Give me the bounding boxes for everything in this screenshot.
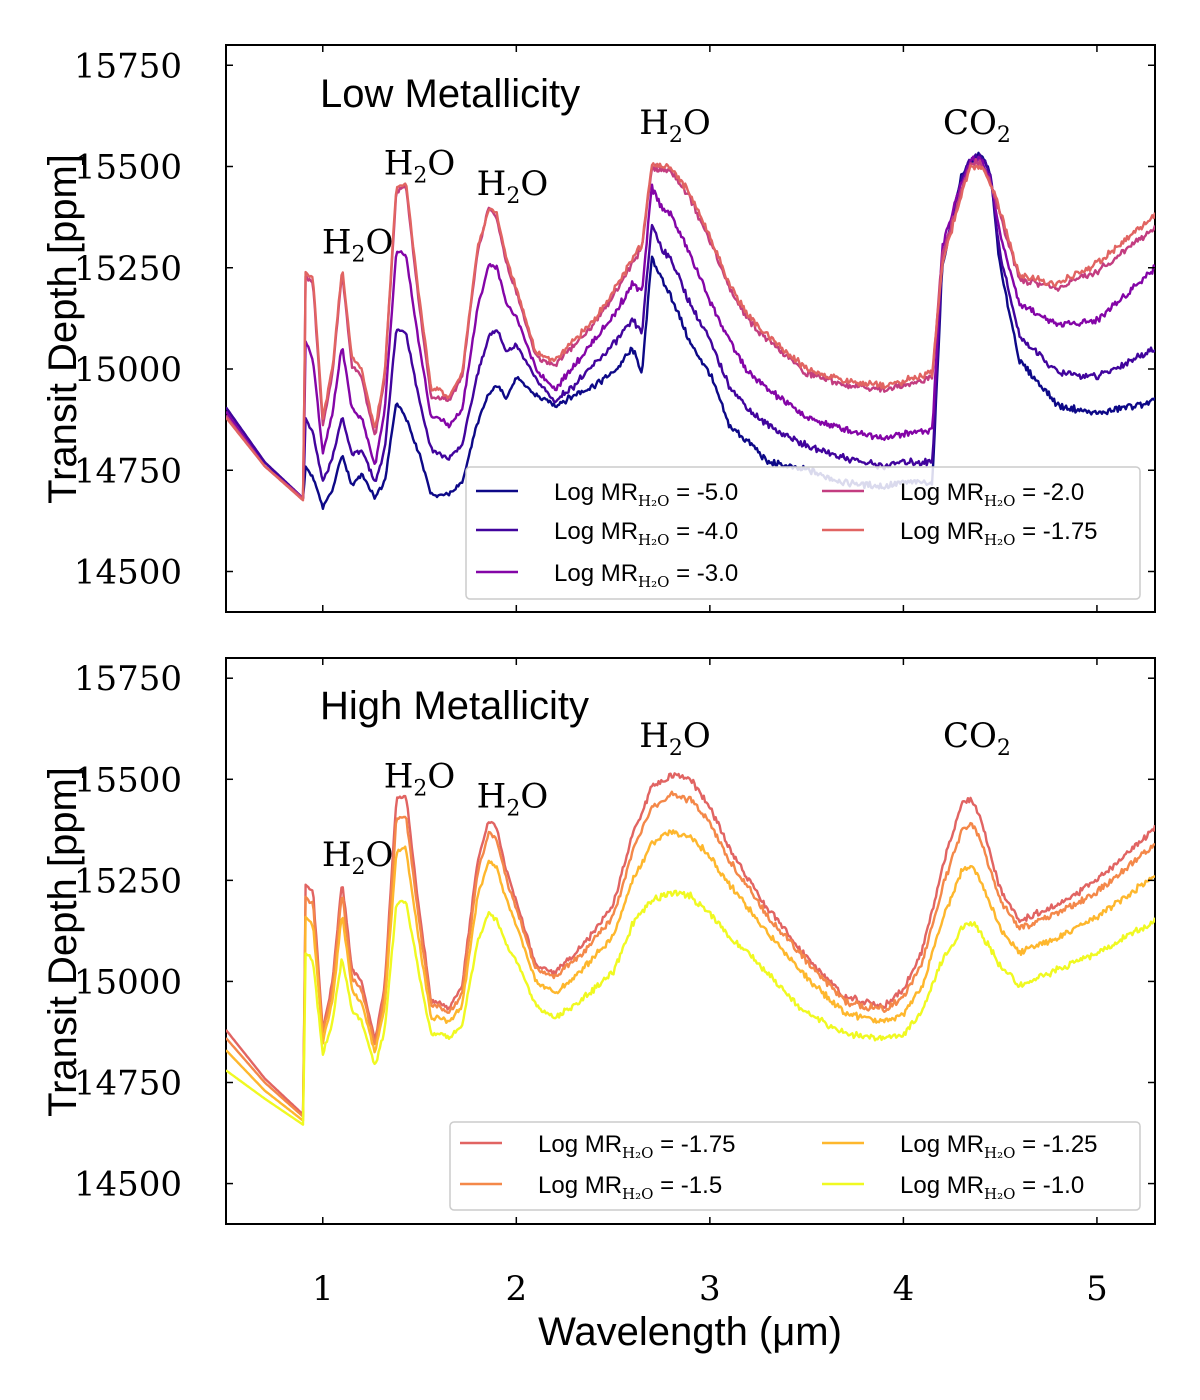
y-ticks: 14500 14750 15000 15250 15500 15750 (74, 659, 1155, 1205)
x-ticks: 1 2 3 4 5 (312, 658, 1108, 1309)
y-tick-label: 15250 (74, 861, 182, 901)
legend-box (465, 466, 1141, 600)
series-line (226, 153, 1155, 500)
x-tick-label: 3 (699, 1269, 721, 1309)
series-layer (226, 772, 1155, 1126)
y-tick-label: 15750 (74, 659, 182, 699)
y-tick-label: 14750 (74, 1064, 182, 1104)
plot-frame (225, 657, 1156, 1225)
legend-entry: Log MRH₂O = -1.75 (538, 1131, 736, 1162)
y-tick-label: 15500 (74, 148, 182, 188)
series-line (226, 889, 1155, 1126)
molecule-annotation: H2O (639, 103, 711, 148)
y-tick-label: 15500 (74, 760, 182, 800)
molecule-annotation: CO2 (943, 103, 1011, 148)
molecule-annotation: H2O (384, 756, 456, 801)
plot-frame (225, 44, 1156, 613)
series-line (226, 790, 1155, 1118)
molecule-annotation: H2O (477, 164, 549, 209)
x-tick-label: 2 (505, 1269, 527, 1309)
molecule-annotation: H2O (322, 835, 394, 880)
y-ticks: 14500 14750 15000 15250 15500 15750 (74, 46, 1155, 593)
legend-entry: Log MRH₂O = -1.0 (900, 1172, 1084, 1203)
molecule-annotation: CO2 (943, 716, 1011, 761)
x-tick-label: 4 (893, 1269, 915, 1309)
y-axis-label: Transit Depth [ppm] (41, 767, 85, 1117)
panel-label: Low Metallicity (320, 72, 580, 116)
molecule-annotation: H2O (384, 144, 456, 189)
legend-entry: Log MRH₂O = -1.25 (900, 1131, 1098, 1162)
y-tick-label: 14500 (74, 1165, 182, 1205)
y-tick-label: 15750 (74, 46, 182, 86)
legend-entry: Log MRH₂O = -1.5 (538, 1172, 722, 1203)
y-axis-label: Transit Depth [ppm] (41, 154, 85, 504)
legend-entry: Log MRH₂O = -2.0 (900, 479, 1084, 510)
series-line (226, 155, 1155, 500)
annotations: H2O H2O H2O H2O CO2 (322, 103, 1011, 267)
y-tick-label: 15000 (74, 962, 182, 1002)
legend-entry: Log MRH₂O = -5.0 (554, 479, 738, 510)
panel-label: High Metallicity (320, 684, 589, 728)
legend-entry: Log MRH₂O = -4.0 (554, 518, 738, 549)
series-line (226, 829, 1155, 1122)
legend-box (449, 1121, 1141, 1211)
molecule-annotation: H2O (639, 716, 711, 761)
series-line (226, 151, 1155, 510)
x-axis-label: Wavelength (μm) (538, 1310, 842, 1354)
series-layer (226, 151, 1155, 510)
y-tick-label: 14750 (74, 451, 182, 491)
legend: Log MRH₂O = -5.0 Log MRH₂O = -4.0 Log MRH₂… (465, 466, 1141, 600)
y-tick-label: 15250 (74, 249, 182, 289)
panel-high-metallicity: 14500 14750 15000 15250 15500 15750 1 2 3 4 5 H2O… (41, 657, 1156, 1354)
x-tick-label: 1 (312, 1269, 334, 1309)
legend-entry: Log MRH₂O = -3.0 (554, 560, 738, 591)
legend-entry: Log MRH₂O = -1.75 (900, 518, 1098, 549)
x-tick-label: 5 (1086, 1269, 1108, 1309)
series-line (226, 772, 1155, 1116)
annotations: H2O H2O H2O H2O CO2 (322, 716, 1011, 880)
y-tick-label: 15000 (74, 350, 182, 390)
series-line (226, 162, 1155, 502)
legend: Log MRH₂O = -1.75 Log MRH₂O = -1.5 Log MRH… (449, 1121, 1141, 1211)
molecule-annotation: H2O (322, 223, 394, 268)
molecule-annotation: H2O (477, 777, 549, 822)
y-tick-label: 14500 (74, 553, 182, 593)
series-line (226, 157, 1155, 500)
